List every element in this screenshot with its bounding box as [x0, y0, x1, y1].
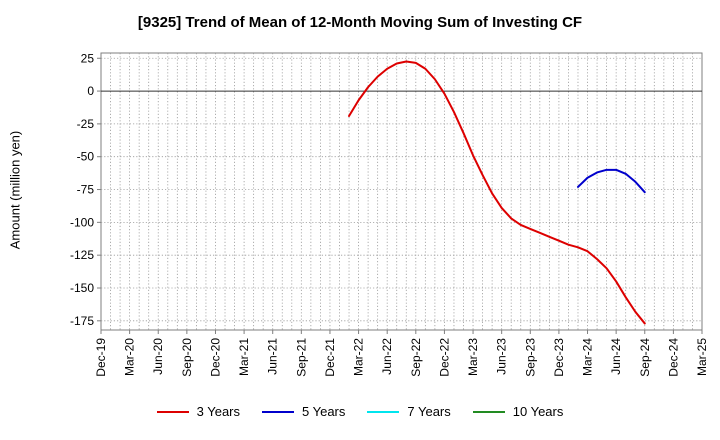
x-tick-label: Dec-19 [94, 338, 108, 377]
legend-item: 10 Years [472, 404, 564, 419]
y-tick-label: -125 [70, 248, 94, 262]
x-tick-label: Dec-22 [437, 338, 451, 377]
x-tick-label: Jun-22 [380, 338, 394, 375]
x-tick-label: Mar-22 [352, 338, 366, 376]
legend-item: 3 Years [156, 404, 240, 419]
x-tick-label: Mar-20 [123, 338, 137, 376]
y-tick-label: -50 [77, 150, 95, 164]
x-tick-label: Sep-22 [409, 338, 423, 377]
legend-swatch [472, 410, 505, 413]
x-tick-label: Mar-21 [237, 338, 251, 376]
x-tick-label: Jun-21 [266, 338, 280, 375]
x-tick-label: Mar-24 [581, 338, 595, 376]
series-line-2 [576, 168, 646, 194]
legend-label: 10 Years [512, 404, 564, 419]
legend-item: 5 Years [262, 404, 345, 419]
y-tick-label: -25 [77, 117, 95, 131]
x-tick-label: Sep-21 [294, 338, 308, 377]
chart-title: [9325] Trend of Mean of 12-Month Moving … [137, 14, 583, 31]
legend-label: 7 Years [407, 404, 451, 419]
y-tick-label: -75 [77, 183, 95, 197]
legend-item: 7 Years [367, 404, 451, 419]
y-tick-label: -150 [70, 281, 94, 295]
x-tick-label: Dec-24 [666, 338, 680, 377]
legend-label: 3 Years [196, 404, 240, 419]
y-tick-label: -100 [70, 215, 94, 229]
x-tick-label: Dec-21 [323, 338, 337, 377]
x-tick-label: Jun-24 [609, 338, 623, 375]
legend-swatch [156, 410, 189, 413]
plot-frame [100, 52, 703, 331]
legend: 3 Years 5 Years 7 Years 10 Years [0, 404, 720, 419]
x-tick-label: Sep-20 [180, 338, 194, 377]
x-tick-label: Jun-20 [151, 338, 165, 375]
y-tick-label: 0 [87, 84, 94, 98]
y-tick-label: 25 [81, 51, 95, 65]
x-tick-label: Mar-25 [695, 338, 709, 376]
legend-label: 5 Years [302, 404, 346, 419]
x-tick-label: Sep-24 [638, 338, 652, 377]
x-tick-label: Dec-23 [552, 338, 566, 377]
x-tick-label: Jun-23 [495, 338, 509, 375]
legend-swatch [262, 410, 294, 413]
x-tick-label: Mar-23 [466, 338, 480, 376]
y-tick-label: -175 [70, 314, 94, 328]
legend-swatch [367, 410, 400, 413]
x-tick-label: Dec-20 [208, 338, 222, 377]
x-tick-label: Sep-23 [523, 338, 537, 377]
series-line-1 [348, 60, 646, 325]
